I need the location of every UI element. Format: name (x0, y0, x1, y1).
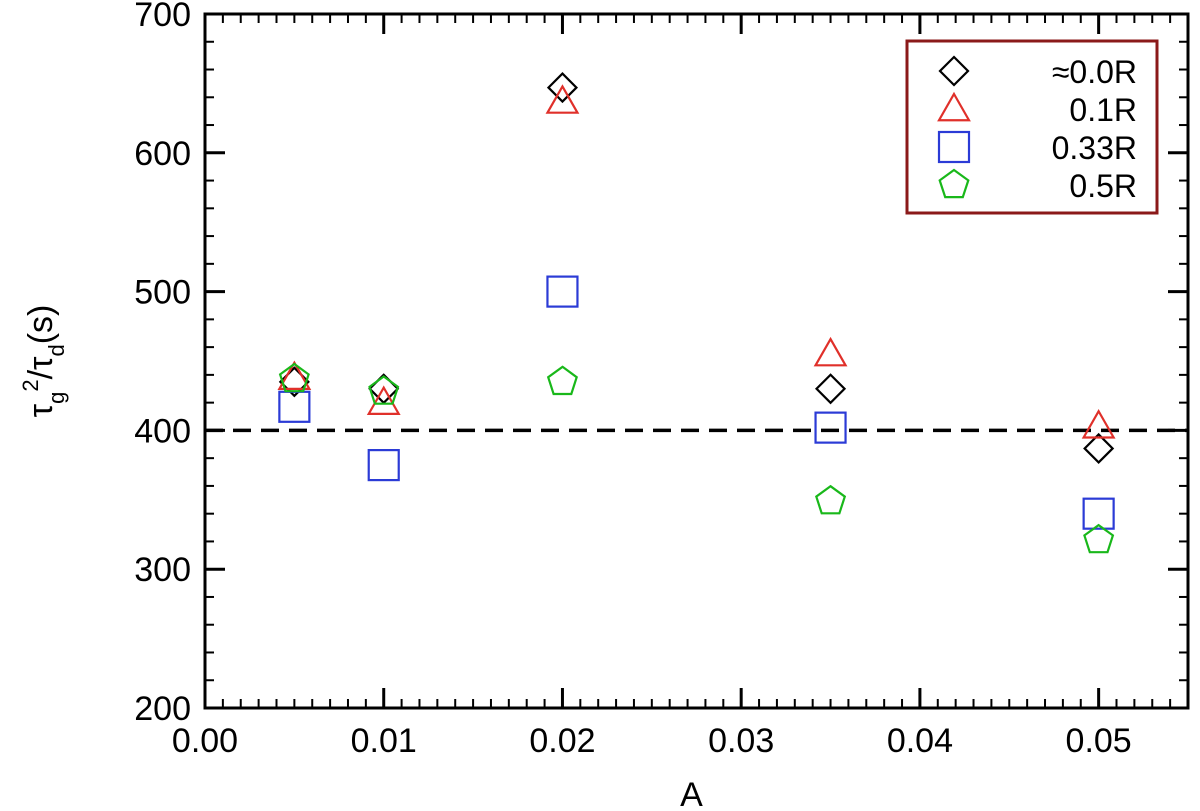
x-axis-label: A (680, 776, 703, 811)
data-point (366, 385, 401, 415)
legend-marker (937, 91, 971, 122)
data-point (546, 365, 578, 396)
data-point (813, 336, 848, 367)
legend-label: ≈0.0R (1052, 54, 1137, 90)
data-point (815, 484, 847, 515)
data-point (1081, 409, 1116, 439)
plot-frame (203, 12, 1190, 710)
x-tick-label: 0.03 (708, 722, 774, 760)
data-point (1082, 497, 1115, 530)
x-tick-label: 0.01 (351, 722, 417, 760)
data-point (368, 375, 400, 405)
data-point (1083, 523, 1115, 554)
data-point (277, 360, 312, 391)
y-tick-label: 400 (134, 412, 191, 450)
x-tick-label: 0.00 (172, 722, 238, 760)
data-point (278, 362, 310, 393)
y-tick-label: 500 (134, 274, 191, 312)
x-tick-label: 0.02 (529, 722, 595, 760)
data-point (545, 84, 580, 114)
y-axis-label: τg2/τd(s) (18, 305, 69, 418)
legend-label: 0.1R (1069, 92, 1137, 128)
y-tick-label: 700 (134, 0, 191, 34)
x-tick-label: 0.05 (1066, 722, 1132, 760)
data-point (1083, 432, 1115, 464)
y-tick-label: 600 (134, 135, 191, 173)
x-tick-label: 0.04 (887, 722, 953, 760)
y-tick-label: 200 (134, 690, 191, 728)
data-point (814, 411, 847, 444)
legend-box (905, 39, 1159, 215)
legend-marker (938, 55, 970, 87)
y-tick-label: 300 (134, 551, 191, 589)
legend-label: 0.33R (1052, 130, 1137, 166)
legend-label: 0.5R (1069, 168, 1137, 204)
legend-marker (937, 130, 971, 164)
data-point (814, 373, 847, 405)
data-point (546, 72, 579, 104)
data-point (546, 275, 579, 308)
legend-marker (938, 168, 970, 199)
data-point (367, 449, 400, 482)
